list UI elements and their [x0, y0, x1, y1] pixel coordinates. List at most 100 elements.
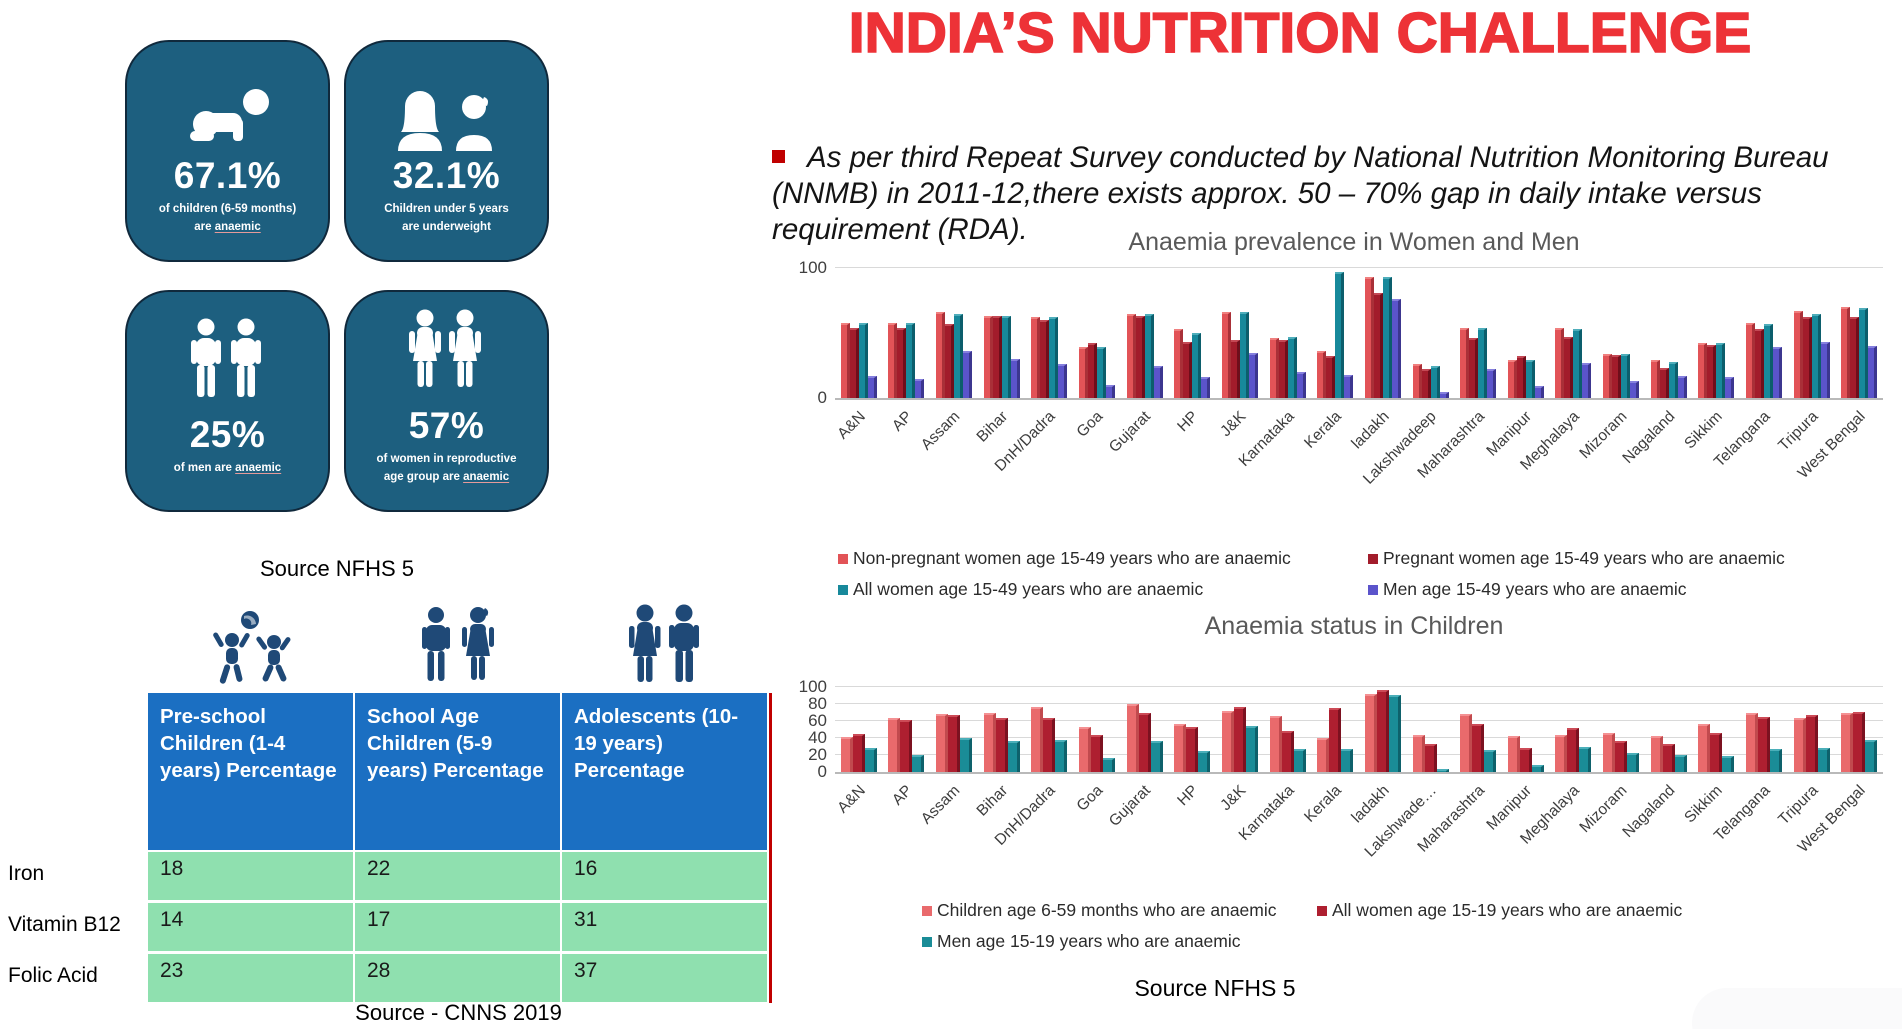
chart1-y-axis: 0 100: [789, 258, 835, 407]
bar-group: [1121, 687, 1169, 772]
stat-caption-line2: are anaemic: [194, 221, 261, 233]
bar: [1716, 343, 1726, 398]
bar: [1221, 312, 1231, 398]
table-right-red-border: [769, 693, 772, 1003]
bar: [1174, 329, 1184, 398]
chart2-title: Anaemia status in Children: [1204, 612, 1504, 640]
bar: [1001, 316, 1011, 398]
bar-group: [1645, 268, 1693, 398]
bar: [1430, 365, 1440, 398]
bar: [1091, 734, 1104, 772]
stat-value: 25%: [189, 414, 266, 456]
corner-watermark: [1692, 988, 1902, 1029]
bar: [1621, 353, 1631, 398]
bar: [983, 713, 996, 772]
gridline: [835, 267, 1883, 268]
table-cell: 28: [355, 954, 562, 1002]
bar: [1710, 732, 1723, 772]
bar-group: [1502, 268, 1550, 398]
stat-caption-line1: Children under 5 years: [384, 203, 509, 216]
bar-group: [1359, 268, 1407, 398]
baby-crawling-icon: [176, 65, 280, 151]
x-axis-label-cell: Goa: [1073, 774, 1121, 894]
y-axis-tick: 0: [817, 388, 827, 407]
bar-group: [1788, 268, 1836, 398]
bar: [1010, 359, 1020, 398]
bar: [1198, 750, 1211, 772]
bar-group: [1216, 268, 1264, 398]
x-axis-label-cell: DnH/Dadra: [992, 774, 1074, 894]
bar-group: [1454, 268, 1502, 398]
bar-group: [1835, 687, 1883, 772]
stat-caption: Children under 5 years are underweight: [384, 201, 509, 237]
table-cell: 22: [355, 852, 562, 900]
bar: [1055, 739, 1068, 772]
bar: [1103, 757, 1116, 772]
bar: [888, 322, 898, 398]
chart2-plot-area: [835, 686, 1883, 774]
bar: [1525, 360, 1535, 398]
bar-group: [1550, 268, 1598, 398]
bar: [1519, 748, 1532, 772]
x-axis-label-cell: Telangana: [1711, 774, 1788, 894]
bar: [1630, 381, 1640, 398]
bar-group: [1550, 687, 1598, 772]
x-axis-label-cell: HP: [1168, 400, 1216, 520]
legend-row: Men age 15-19 years who are anaemic: [922, 931, 1902, 952]
table-header-schoolage: School Age Children (5-9 years) Percenta…: [355, 693, 562, 850]
legend-swatch: [838, 584, 848, 595]
bar: [1079, 726, 1092, 772]
bar: [1757, 716, 1770, 772]
two-women-icon: [401, 309, 493, 401]
legend-item: Pregnant women age 15-49 years who are a…: [1368, 548, 1785, 569]
legend-item: Men age 15-19 years who are anaemic: [922, 931, 1241, 952]
bar-group: [1645, 687, 1693, 772]
two-men-icon: [182, 318, 274, 410]
bar: [1412, 364, 1422, 398]
x-axis-label-cell: West Bengal: [1795, 774, 1883, 894]
bar: [948, 715, 961, 772]
bar: [1106, 385, 1116, 398]
bar: [1662, 743, 1675, 772]
bar: [1412, 735, 1425, 772]
x-axis-label-cell: Goa: [1073, 400, 1121, 520]
y-axis-tick: 60: [808, 711, 827, 730]
bar: [1650, 360, 1660, 398]
bar: [888, 718, 901, 772]
x-axis-label-cell: DnH/Dadra: [992, 400, 1074, 520]
bar: [1239, 312, 1249, 398]
bar-group: [1264, 687, 1312, 772]
chart2-y-axis: 0 20 40 60 80 100: [789, 677, 835, 781]
legend-item: Men age 15-49 years who are anaemic: [1368, 579, 1687, 600]
stat-caption: of men are anaemic: [174, 460, 281, 478]
gridline: [835, 754, 1883, 755]
table-row-folic-acid: 23 28 37: [148, 954, 769, 1002]
bar: [1567, 727, 1580, 772]
bar: [1097, 347, 1107, 398]
bar: [1144, 313, 1154, 398]
bar-group: [883, 687, 931, 772]
x-axis-label: HP: [1174, 782, 1202, 810]
chart2-legend: Children age 6-59 months who are anaemic…: [922, 900, 1902, 962]
bar: [1138, 713, 1151, 772]
bar-group: [835, 687, 883, 772]
bar: [1174, 724, 1187, 772]
y-axis-tick: 40: [808, 728, 827, 747]
playing-children-icon: [148, 598, 355, 688]
bar: [1153, 365, 1163, 398]
bar-group: [1026, 268, 1074, 398]
school-children-icon: [355, 598, 562, 688]
bar: [1245, 726, 1258, 772]
bar: [1564, 336, 1574, 398]
bar: [1376, 690, 1389, 772]
bar: [1364, 277, 1374, 398]
woman-and-boy-icon: [392, 65, 502, 152]
bar: [1192, 333, 1202, 398]
legend-row: Children age 6-59 months who are anaemic…: [922, 900, 1902, 921]
bar: [1049, 317, 1059, 398]
bar: [1615, 741, 1628, 772]
x-axis-label-cell: Nagaland: [1619, 400, 1693, 520]
stat-card-underweight: 32.1% Children under 5 years are underwe…: [344, 40, 549, 262]
bar: [1472, 723, 1485, 772]
stat-caption-line2: age group are anaemic: [383, 471, 510, 483]
